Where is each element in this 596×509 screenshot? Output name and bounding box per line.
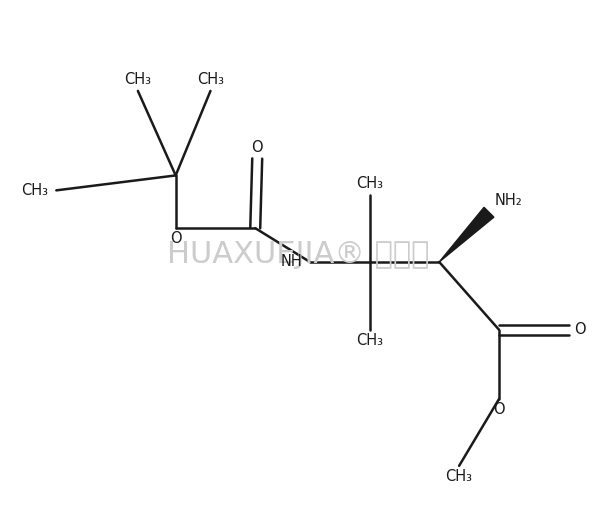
Text: CH₃: CH₃: [446, 469, 473, 484]
Text: CH₃: CH₃: [197, 72, 224, 87]
Text: CH₃: CH₃: [21, 183, 48, 198]
Text: NH: NH: [280, 254, 302, 269]
Text: CH₃: CH₃: [356, 176, 383, 191]
Text: CH₃: CH₃: [125, 72, 151, 87]
Polygon shape: [439, 207, 494, 262]
Text: O: O: [575, 322, 586, 337]
Text: O: O: [252, 139, 263, 155]
Text: O: O: [493, 402, 505, 417]
Text: O: O: [170, 231, 182, 246]
Text: CH₃: CH₃: [356, 332, 383, 348]
Text: NH₂: NH₂: [495, 193, 523, 208]
Text: HUAXUEJIA® 化学加: HUAXUEJIA® 化学加: [167, 240, 429, 269]
